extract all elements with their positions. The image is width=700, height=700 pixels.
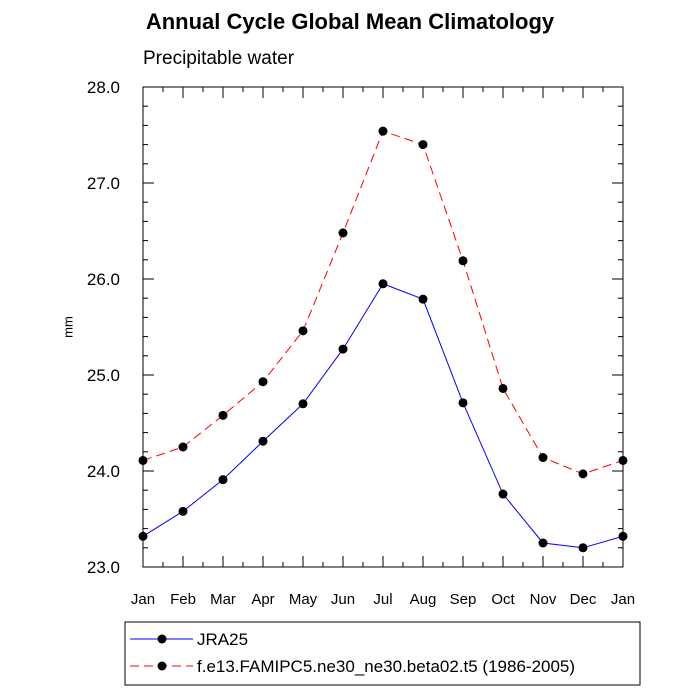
x-tick-label: Oct bbox=[491, 591, 515, 608]
y-tick-label: 23.0 bbox=[87, 558, 120, 577]
data-point bbox=[418, 294, 428, 304]
y-tick-label: 27.0 bbox=[87, 174, 120, 193]
data-point bbox=[298, 399, 308, 409]
y-tick-label: 25.0 bbox=[87, 366, 120, 385]
x-tick-label: Aug bbox=[410, 591, 437, 608]
x-tick-label: Jan bbox=[611, 591, 635, 608]
data-point bbox=[338, 344, 348, 354]
legend-box bbox=[124, 621, 641, 686]
data-point bbox=[498, 489, 508, 499]
x-tick-label: Sep bbox=[450, 591, 477, 608]
data-point bbox=[258, 377, 268, 387]
plot-frame bbox=[142, 86, 624, 568]
x-tick-label: Apr bbox=[251, 591, 274, 608]
y-tick-label: 28.0 bbox=[87, 78, 120, 97]
data-point bbox=[578, 469, 588, 479]
data-point bbox=[578, 543, 588, 553]
series-2 bbox=[138, 126, 628, 479]
y-tick-label: 26.0 bbox=[87, 270, 120, 289]
data-point bbox=[338, 228, 348, 238]
x-tick-label: Jan bbox=[131, 591, 155, 608]
data-point bbox=[458, 398, 468, 408]
data-point bbox=[538, 453, 548, 463]
axis-ticks: Jan Feb Mar Apr May Jun Jul Aug Sep Oct Nov Dec Jan 2… bbox=[87, 78, 635, 608]
data-point bbox=[618, 531, 628, 541]
x-tick-label: Jun bbox=[331, 591, 355, 608]
data-point bbox=[258, 436, 268, 446]
data-point bbox=[218, 475, 228, 485]
data-point bbox=[218, 410, 228, 420]
data-point bbox=[178, 442, 188, 452]
data-point bbox=[458, 256, 468, 266]
x-tick-label: Jul bbox=[373, 591, 392, 608]
legend-marker bbox=[157, 661, 167, 671]
data-point bbox=[498, 383, 508, 393]
x-tick-label: Dec bbox=[570, 591, 597, 608]
legend-label: JRA25 bbox=[197, 630, 248, 649]
legend-label: f.e13.FAMIPC5.ne30_ne30.beta02.t5 (1986-… bbox=[197, 657, 575, 676]
data-point bbox=[138, 455, 148, 465]
series-layer bbox=[138, 126, 628, 553]
data-point bbox=[378, 279, 388, 289]
data-point bbox=[418, 140, 428, 150]
data-point bbox=[138, 531, 148, 541]
y-tick-label: 24.0 bbox=[87, 462, 120, 481]
x-tick-label: May bbox=[289, 591, 318, 608]
data-point bbox=[378, 126, 388, 136]
legend-marker bbox=[157, 634, 167, 644]
series-line bbox=[142, 283, 624, 549]
chart-title: Annual Cycle Global Mean Climatology bbox=[145, 9, 555, 34]
chart-subtitle: Precipitable water bbox=[143, 48, 295, 69]
x-tick-label: Feb bbox=[170, 591, 196, 608]
legend-item-1: JRA25 bbox=[130, 630, 248, 649]
data-point bbox=[538, 538, 548, 548]
series-1 bbox=[138, 279, 628, 553]
data-point bbox=[178, 506, 188, 516]
legend: JRA25 f.e13.FAMIPC5.ne30_ne30.beta02.t5 (… bbox=[130, 630, 575, 676]
legend-item-2: f.e13.FAMIPC5.ne30_ne30.beta02.t5 (1986-… bbox=[130, 657, 575, 676]
data-point bbox=[298, 326, 308, 336]
series-line bbox=[142, 130, 624, 475]
x-tick-label: Nov bbox=[530, 591, 557, 608]
x-tick-label: Mar bbox=[210, 591, 236, 608]
data-point bbox=[618, 455, 628, 465]
